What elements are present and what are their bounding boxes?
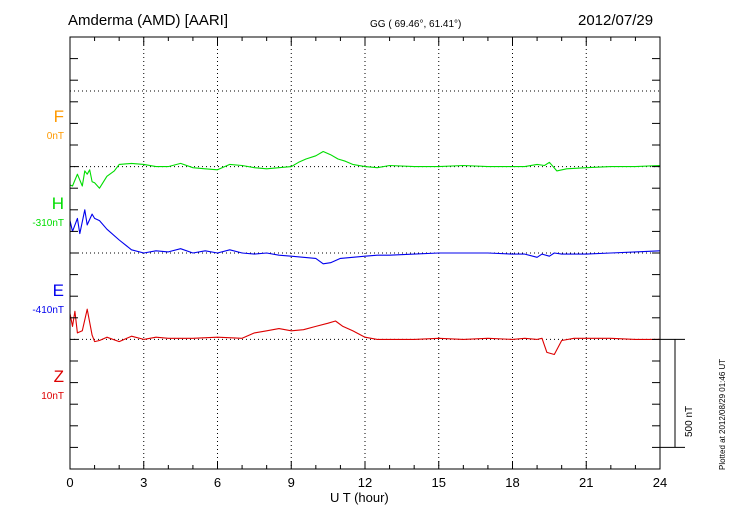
x-tick-label: 24 [653,475,667,490]
x-tick-label: 0 [66,475,73,490]
series-label-f: F [53,107,64,126]
plot-date: 2012/07/29 [578,12,654,29]
series-label-e: E [52,281,64,300]
traces [69,150,661,356]
grid [70,37,660,469]
x-tick-label: 12 [358,475,372,490]
plotted-timestamp: Plotted at 2012/08/29 01:46 UT [718,358,727,470]
series-offset-e: -410nT [32,305,64,316]
y-ticks [70,36,660,470]
x-tick-labels: 0 3 6 9 12 15 18 21 24 [66,475,667,490]
x-tick-label: 9 [288,475,295,490]
x-tick-label: 21 [579,475,593,490]
x-axis-label: U T (hour) [330,490,389,505]
x-tick-label: 15 [432,475,446,490]
trace-z [69,308,660,356]
x-ticks [69,37,661,469]
scale-bar [660,338,685,448]
series-offset-h: -310nT [32,218,64,229]
series-label-z: Z [53,367,64,386]
series-label-h: H [51,194,64,213]
trace-e [69,209,661,265]
geographic-coords: GG ( 69.46°, 61.41°) [370,19,462,30]
x-tick-label: 18 [505,475,519,490]
x-tick-label: 3 [140,475,147,490]
series-offset-z: 10nT [41,391,64,402]
scale-bar-label: 500 nT [684,405,695,437]
station-title: Amderma (AMD) [AARI] [68,12,229,29]
x-tick-label: 6 [214,475,221,490]
series-offset-f: 0nT [46,131,64,142]
trace-h [69,150,661,189]
